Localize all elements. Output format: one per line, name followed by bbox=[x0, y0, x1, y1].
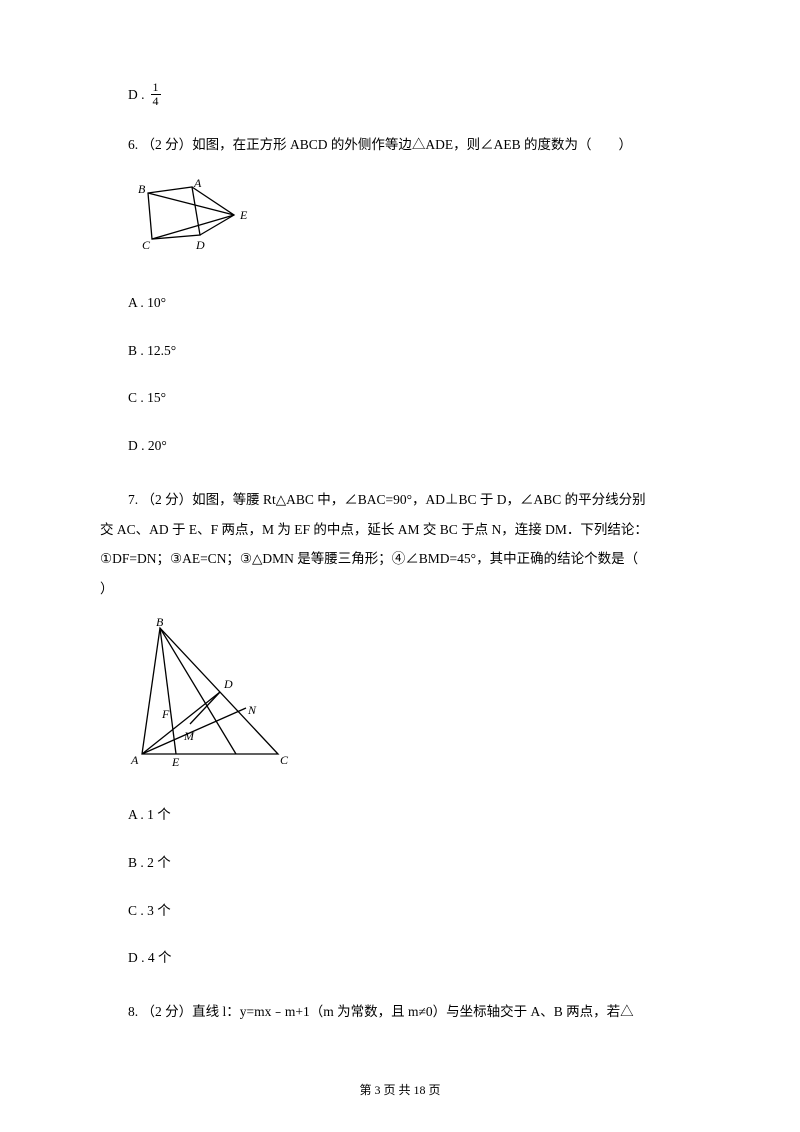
label-N: N bbox=[247, 703, 257, 717]
previous-option-d: D . 1 4 bbox=[100, 80, 700, 110]
label-D: D bbox=[195, 238, 205, 252]
page-content: D . 1 4 6. （2 分）如图，在正方形 ABCD 的外侧作等边△ADE，… bbox=[100, 80, 700, 1027]
question-6-diagram: B A C D E bbox=[100, 177, 700, 266]
q6-option-b: B . 12.5° bbox=[100, 336, 700, 366]
label-F: F bbox=[161, 707, 170, 721]
label-D: D bbox=[223, 677, 233, 691]
label-C: C bbox=[280, 753, 289, 767]
q7-option-b: B . 2 个 bbox=[100, 848, 700, 878]
page-footer: 第 3 页 共 18 页 bbox=[0, 1081, 800, 1098]
q7-line4: ） bbox=[100, 574, 700, 604]
label-M: M bbox=[183, 729, 195, 743]
q6-option-a: A . 10° bbox=[100, 288, 700, 318]
option-d-prefix: D . bbox=[128, 80, 145, 110]
label-A: A bbox=[130, 753, 139, 767]
q6-option-d: D . 20° bbox=[100, 431, 700, 461]
label-B: B bbox=[156, 618, 164, 629]
q7-line1: 7. （2 分）如图，等腰 Rt△ABC 中，∠BAC=90°，AD⊥BC 于 … bbox=[100, 485, 700, 515]
label-C: C bbox=[142, 238, 151, 252]
q7-option-d: D . 4 个 bbox=[100, 943, 700, 973]
question-8-text: 8. （2 分）直线 l：y=mx﹣m+1（m 为常数，且 m≠0）与坐标轴交于… bbox=[100, 997, 700, 1027]
fraction-numerator: 1 bbox=[151, 81, 161, 95]
question-6-text: 6. （2 分）如图，在正方形 ABCD 的外侧作等边△ADE，则∠AEB 的度… bbox=[100, 130, 700, 160]
q7-option-a: A . 1 个 bbox=[100, 800, 700, 830]
q6-option-c: C . 15° bbox=[100, 383, 700, 413]
label-A: A bbox=[193, 177, 202, 190]
label-E: E bbox=[239, 208, 248, 222]
q7-line3: ①DF=DN；③AE=CN；③△DMN 是等腰三角形；④∠BMD=45°，其中正… bbox=[100, 544, 700, 574]
question-7-text: 7. （2 分）如图，等腰 Rt△ABC 中，∠BAC=90°，AD⊥BC 于 … bbox=[100, 485, 700, 604]
fraction-one-quarter: 1 4 bbox=[151, 81, 161, 108]
q7-line2: 交 AC、AD 于 E、F 两点，M 为 EF 的中点，延长 AM 交 BC 于… bbox=[100, 515, 700, 545]
fraction-denominator: 4 bbox=[151, 95, 161, 108]
q7-option-c: C . 3 个 bbox=[100, 896, 700, 926]
question-7-diagram: B A C D E F M N bbox=[100, 618, 700, 779]
label-B: B bbox=[138, 182, 146, 196]
label-E: E bbox=[171, 755, 180, 768]
